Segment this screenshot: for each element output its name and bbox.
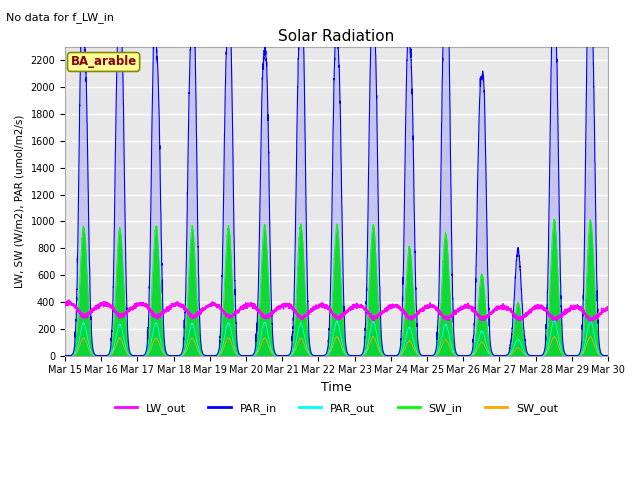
- Title: Solar Radiation: Solar Radiation: [278, 29, 395, 44]
- Text: BA_arable: BA_arable: [70, 56, 137, 69]
- Legend: LW_out, PAR_in, PAR_out, SW_in, SW_out: LW_out, PAR_in, PAR_out, SW_in, SW_out: [111, 398, 563, 418]
- Y-axis label: LW, SW (W/m2), PAR (umol/m2/s): LW, SW (W/m2), PAR (umol/m2/s): [15, 115, 25, 288]
- Text: No data for f_LW_in: No data for f_LW_in: [6, 12, 115, 23]
- X-axis label: Time: Time: [321, 381, 352, 394]
